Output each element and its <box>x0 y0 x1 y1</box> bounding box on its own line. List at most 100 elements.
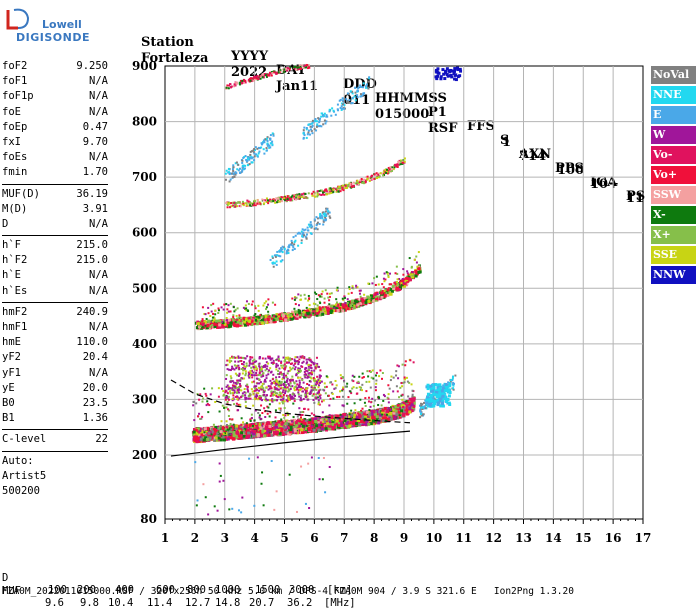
echo-point <box>267 202 269 204</box>
echo-point <box>376 276 378 278</box>
echo-point <box>274 317 276 319</box>
echo-point <box>205 393 207 395</box>
echo-point <box>397 278 399 280</box>
echo-point <box>205 395 207 397</box>
echo-point <box>220 425 222 427</box>
echo-point <box>378 396 380 398</box>
echo-point <box>298 304 300 306</box>
x-tick-label: 9 <box>400 531 408 545</box>
echo-point <box>389 168 391 170</box>
echo-point <box>367 283 369 285</box>
echo-point <box>236 315 238 317</box>
echo-point <box>361 300 364 303</box>
echo-point <box>332 191 334 193</box>
echo-point <box>375 386 377 388</box>
echo-point <box>272 302 274 304</box>
echo-point <box>405 400 407 402</box>
echo-point <box>321 313 324 316</box>
echo-point <box>383 280 385 282</box>
echo-point <box>359 411 361 413</box>
echo-point <box>269 399 271 401</box>
echo-point <box>192 401 194 403</box>
echo-point <box>213 428 215 430</box>
echo-point <box>388 276 390 278</box>
echo-point <box>368 397 370 399</box>
echo-point <box>283 394 285 396</box>
echo-point <box>375 374 377 376</box>
echo-point <box>313 191 315 193</box>
echo-point <box>320 421 322 423</box>
echo-point <box>387 384 389 386</box>
echo-point <box>228 319 231 322</box>
echo-point <box>355 422 358 425</box>
echo-point <box>394 165 396 167</box>
echo-point <box>352 422 355 425</box>
echo-point <box>304 298 306 300</box>
echo-point <box>229 206 231 208</box>
echo-point <box>207 411 209 413</box>
echo-point <box>354 409 356 411</box>
echo-point <box>343 380 345 382</box>
echo-point <box>372 299 375 302</box>
echo-point <box>253 430 256 433</box>
echo-point <box>364 402 366 404</box>
echo-point <box>402 394 404 396</box>
echo-point <box>342 388 344 390</box>
echo-point <box>360 387 362 389</box>
echo-point <box>330 192 332 194</box>
echo-point <box>318 423 321 426</box>
echo-point <box>282 433 285 436</box>
echo-point <box>336 396 338 398</box>
echo-point <box>315 424 318 427</box>
echo-point <box>235 425 238 428</box>
echo-point <box>227 438 230 441</box>
echo-point <box>299 314 301 316</box>
echo-point <box>266 306 268 308</box>
echo-point <box>395 287 398 290</box>
echo-point <box>197 415 199 417</box>
echo-point <box>207 307 209 309</box>
echo-point <box>218 309 220 311</box>
y-tick-label: 600 <box>132 226 157 240</box>
echo-point <box>226 319 228 321</box>
echo-point <box>290 199 292 201</box>
echo-point <box>209 315 211 317</box>
echo-point <box>301 193 303 195</box>
echo-point <box>265 308 267 310</box>
x-tick-label: 17 <box>635 531 652 545</box>
echo-point <box>306 307 308 309</box>
echo-point <box>398 161 400 163</box>
echo-point <box>237 321 240 324</box>
echo-point <box>412 394 414 396</box>
echo-point <box>411 267 413 269</box>
echo-point <box>282 314 285 317</box>
echo-point <box>371 282 373 284</box>
echo-point <box>246 204 248 206</box>
echo-point <box>324 302 326 304</box>
echo-point <box>370 176 372 178</box>
echo-point <box>342 298 344 300</box>
echo-point <box>211 324 213 326</box>
echo-point <box>317 429 320 432</box>
echo-point <box>338 422 340 424</box>
echo-point <box>270 200 272 202</box>
echo-point <box>366 411 369 414</box>
echo-point <box>404 161 406 163</box>
echo-point <box>371 178 373 180</box>
echo-point <box>341 404 343 406</box>
echo-point <box>369 180 371 182</box>
echo-point <box>375 383 377 385</box>
echo-point <box>371 416 374 419</box>
echo-point <box>208 432 211 435</box>
echo-point <box>203 388 205 390</box>
echo-point <box>226 424 228 426</box>
echo-point <box>348 293 350 295</box>
echo-point <box>216 435 218 437</box>
echo-point <box>404 381 406 383</box>
echo-point <box>330 381 332 383</box>
x-tick-label: 6 <box>310 531 318 545</box>
echo-point <box>252 301 254 303</box>
echo-point <box>335 387 337 389</box>
echo-point <box>340 424 343 427</box>
echo-point <box>382 419 385 422</box>
